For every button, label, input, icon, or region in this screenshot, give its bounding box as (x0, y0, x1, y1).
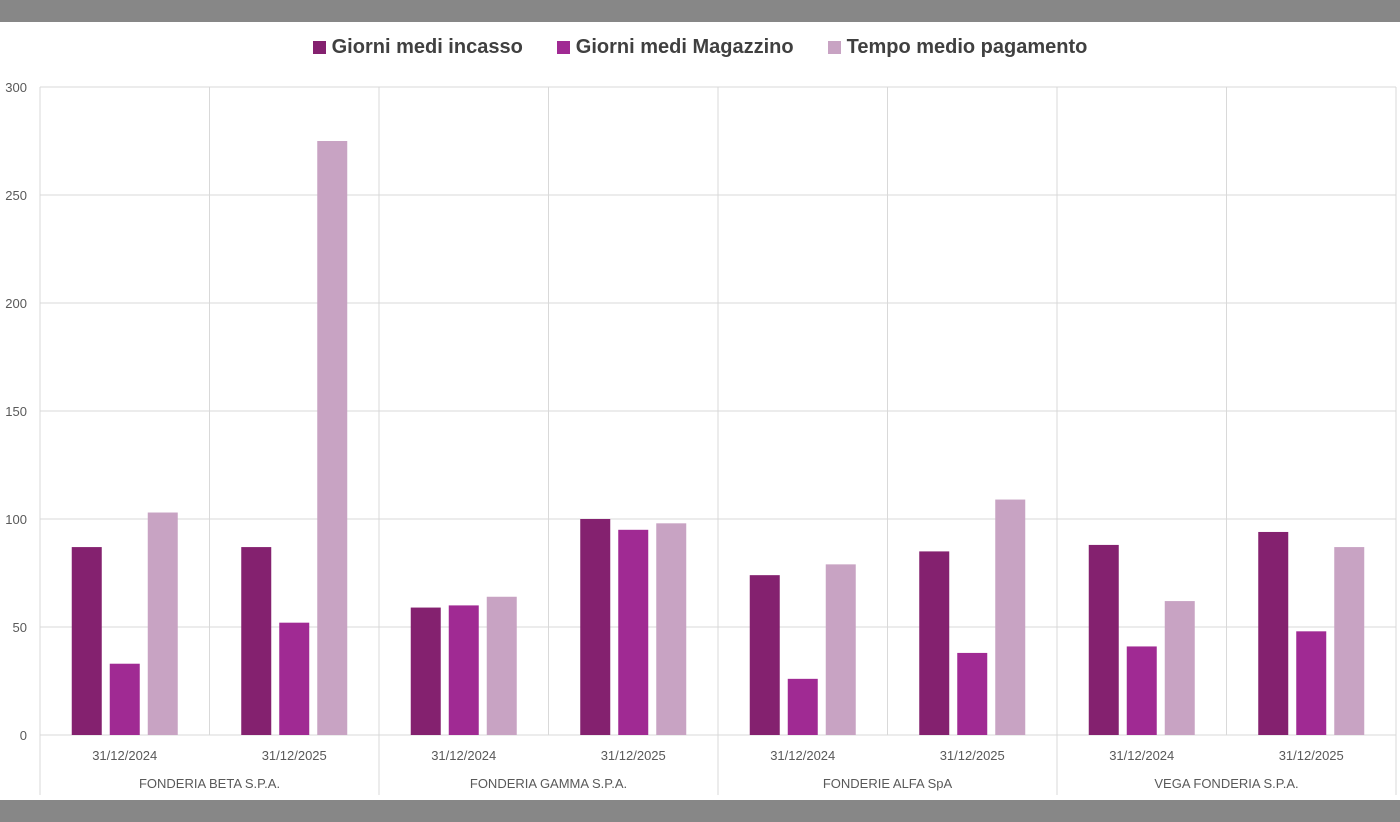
bar (448, 605, 479, 735)
bar (995, 499, 1026, 735)
bar (109, 663, 140, 735)
legend-label-magazzino: Giorni medi Magazzino (575, 36, 794, 58)
bar (580, 519, 611, 735)
bar (410, 607, 441, 735)
legend-swatch-magazzino (556, 41, 570, 54)
bar (279, 622, 310, 735)
bar (317, 141, 348, 735)
bottom-frame-bar (0, 800, 1400, 822)
legend-label-pagamento: Tempo medio pagamento (846, 36, 1088, 58)
bar (1164, 601, 1195, 735)
y-tick-label: 150 (5, 404, 27, 419)
bar (787, 678, 818, 735)
bar (656, 523, 687, 735)
bar (147, 512, 178, 735)
bar (1334, 547, 1365, 735)
bar (486, 596, 517, 735)
x-tick-label: 31/12/2025 (262, 748, 327, 763)
bar (618, 529, 649, 735)
y-tick-label: 0 (20, 728, 27, 743)
bar (1088, 544, 1119, 735)
x-tick-label: 31/12/2025 (601, 748, 666, 763)
y-tick-label: 200 (5, 296, 27, 311)
legend-item-pagamento: Tempo medio pagamento (827, 36, 1088, 59)
bar (71, 547, 102, 735)
group-label: VEGA FONDERIA S.P.A. (1154, 776, 1298, 791)
top-frame-bar (0, 0, 1400, 22)
group-label: FONDERIA GAMMA S.P.A. (470, 776, 627, 791)
bar (241, 547, 272, 735)
bar (825, 564, 856, 735)
x-tick-label: 31/12/2024 (431, 748, 496, 763)
x-tick-label: 31/12/2025 (1279, 748, 1344, 763)
x-tick-label: 31/12/2024 (1109, 748, 1174, 763)
bar (1126, 646, 1157, 735)
y-tick-label: 300 (5, 80, 27, 95)
group-label: FONDERIE ALFA SpA (823, 776, 953, 791)
chart-legend: Giorni medi incasso Giorni medi Magazzin… (0, 36, 1400, 59)
bar (957, 652, 988, 735)
bar (919, 551, 950, 735)
legend-swatch-pagamento (827, 41, 841, 54)
x-tick-label: 31/12/2025 (940, 748, 1005, 763)
y-tick-label: 250 (5, 188, 27, 203)
legend-item-incasso: Giorni medi incasso (312, 36, 523, 59)
legend-swatch-incasso (312, 41, 326, 54)
bar (1258, 531, 1289, 735)
legend-item-magazzino: Giorni medi Magazzino (556, 36, 794, 59)
y-tick-label: 50 (13, 620, 27, 635)
legend-label-incasso: Giorni medi incasso (331, 36, 523, 58)
bar (749, 575, 780, 735)
group-label: FONDERIA BETA S.P.A. (139, 776, 280, 791)
x-tick-label: 31/12/2024 (92, 748, 157, 763)
bar (1296, 631, 1327, 735)
x-tick-label: 31/12/2024 (770, 748, 835, 763)
y-tick-label: 100 (5, 512, 27, 527)
